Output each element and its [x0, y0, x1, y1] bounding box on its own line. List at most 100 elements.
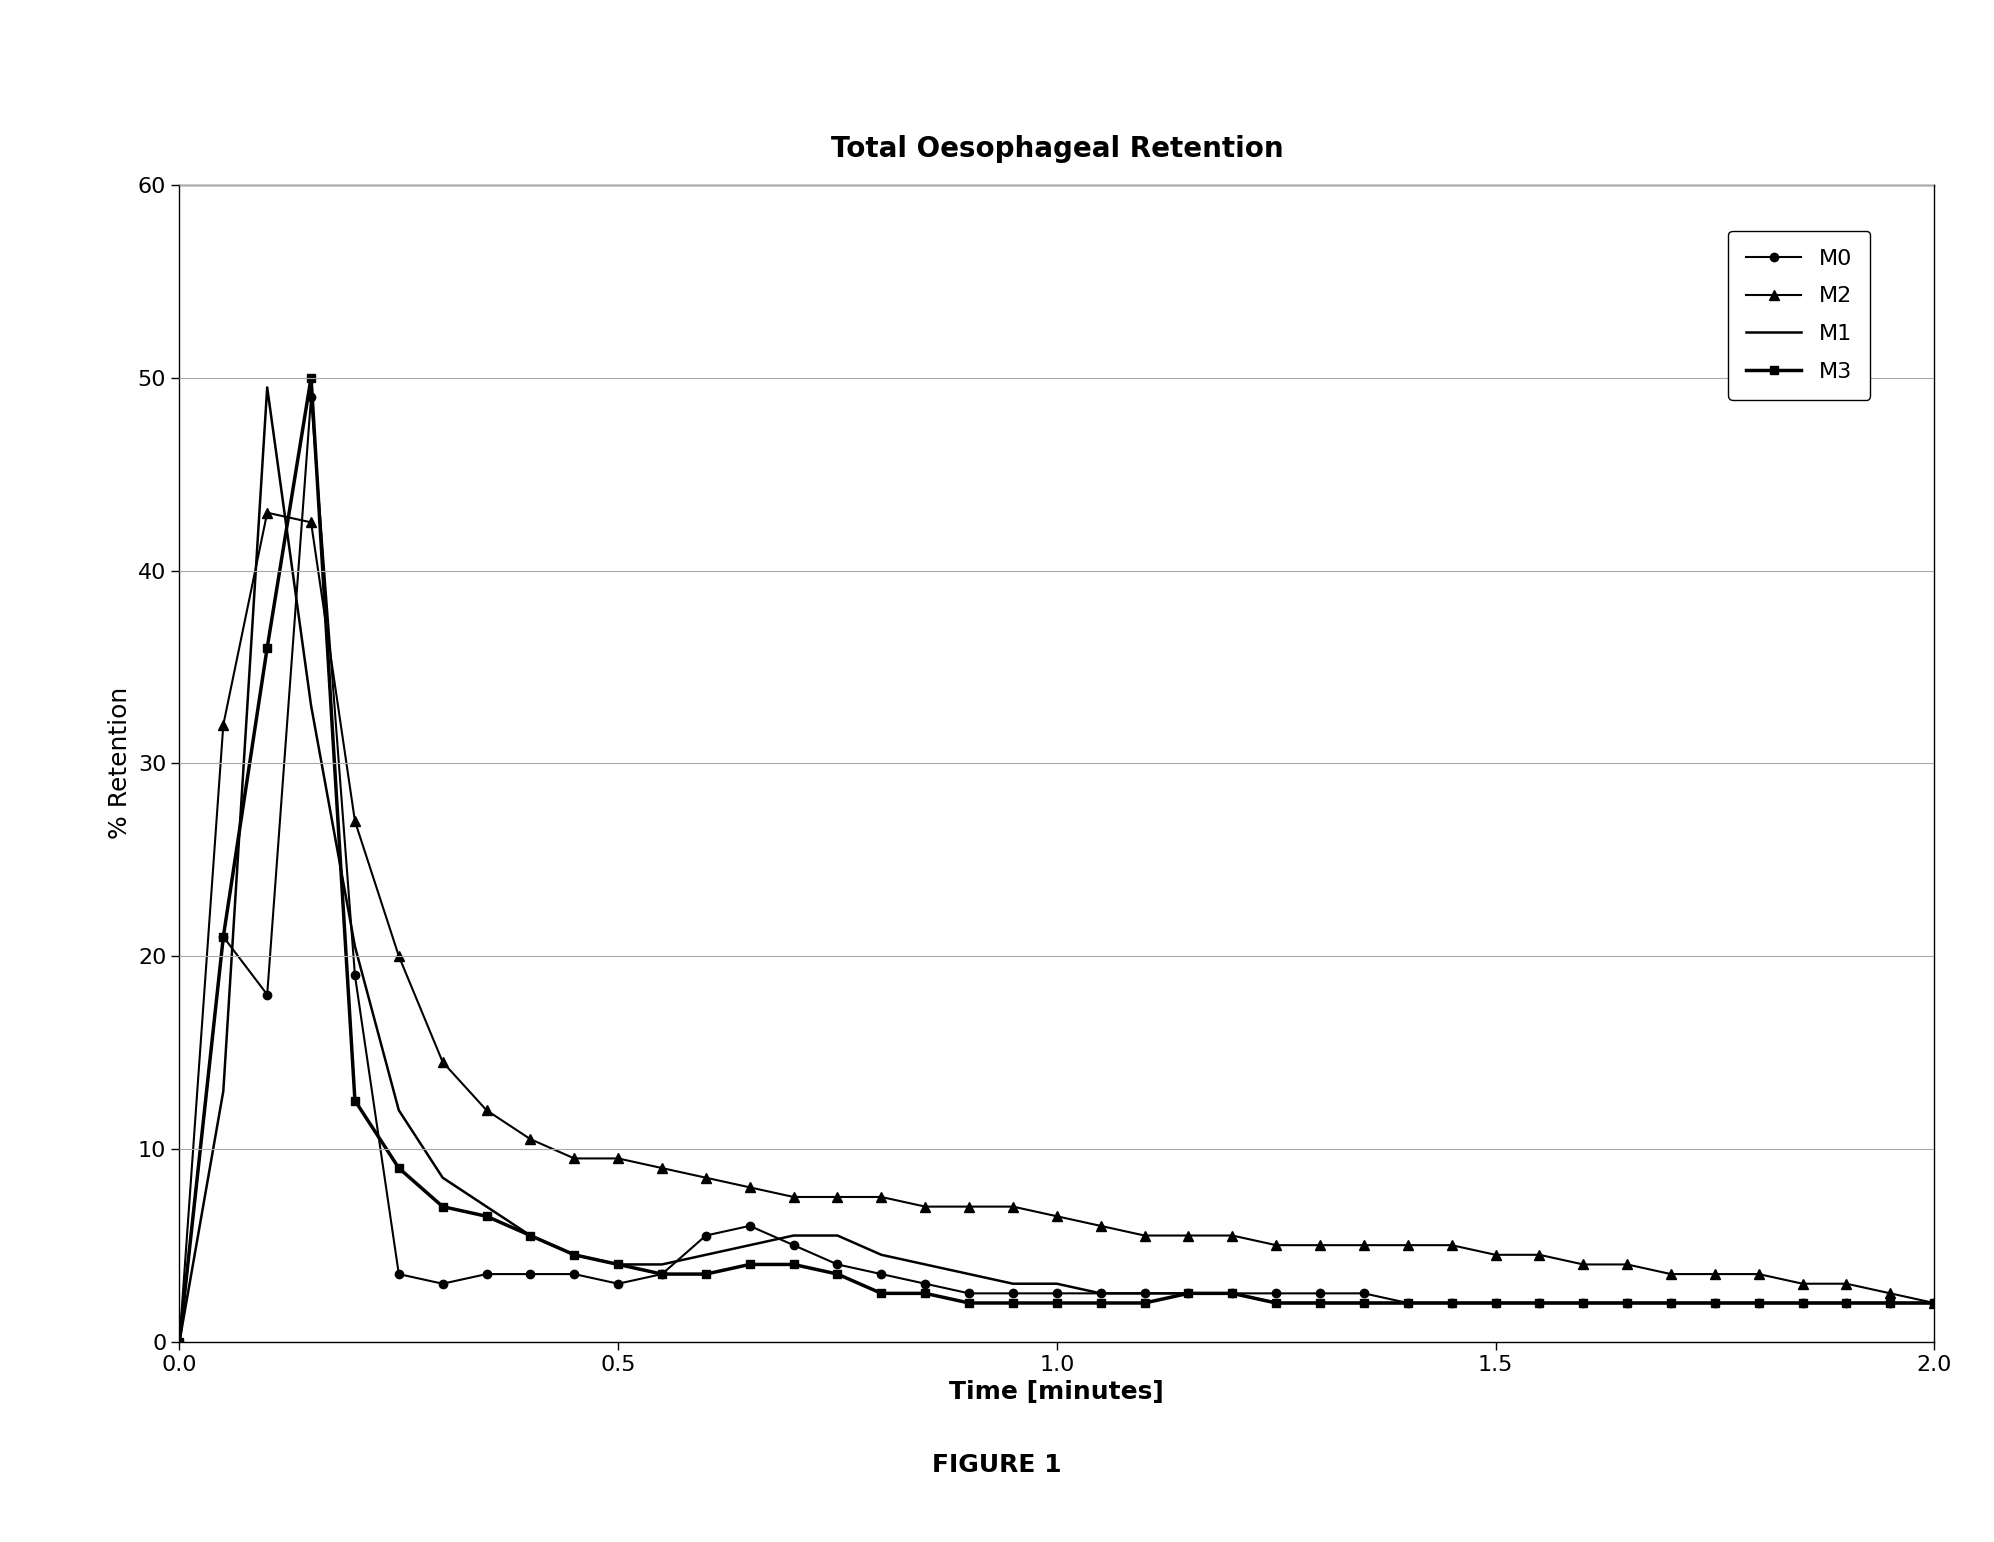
- M0: [1659, 1294, 1683, 1312]
- M0: [738, 1217, 762, 1235]
- M0: [343, 965, 367, 985]
- M1: [1922, 1294, 1946, 1312]
- M3: [957, 1294, 981, 1312]
- M0: [1484, 1294, 1507, 1312]
- M0: [826, 1255, 849, 1274]
- M2: [518, 1130, 542, 1149]
- M0: [1264, 1284, 1288, 1303]
- M1: [518, 1226, 542, 1244]
- M1: [1045, 1274, 1069, 1292]
- M0: [255, 985, 279, 1004]
- M2: [343, 811, 367, 830]
- M2: [1527, 1246, 1551, 1264]
- M3: [1352, 1294, 1376, 1312]
- M1: [1308, 1294, 1332, 1312]
- M0: [1571, 1294, 1595, 1312]
- M1: [738, 1237, 762, 1255]
- M0: [562, 1264, 586, 1283]
- X-axis label: Time [minutes]: Time [minutes]: [949, 1380, 1164, 1405]
- M1: [299, 697, 323, 715]
- M3: [211, 927, 235, 945]
- M2: [826, 1187, 849, 1206]
- M3: [1922, 1294, 1946, 1312]
- M2: [1747, 1264, 1771, 1283]
- M2: [1089, 1217, 1113, 1235]
- M2: [1703, 1264, 1727, 1283]
- M2: [211, 715, 235, 734]
- M0: [1615, 1294, 1639, 1312]
- M1: [387, 1101, 411, 1119]
- M1: [1659, 1294, 1683, 1312]
- M1: [869, 1246, 893, 1264]
- M3: [1133, 1294, 1157, 1312]
- M0: [1045, 1284, 1069, 1303]
- M2: [957, 1197, 981, 1215]
- M3: [782, 1255, 806, 1274]
- M1: [1791, 1294, 1815, 1312]
- M3: [826, 1264, 849, 1283]
- M0: [167, 1332, 191, 1351]
- M3: [1878, 1294, 1902, 1312]
- M0: [782, 1237, 806, 1255]
- M1: [1440, 1294, 1464, 1312]
- M0: [869, 1264, 893, 1283]
- M3: [1791, 1294, 1815, 1312]
- M0: [1834, 1294, 1858, 1312]
- M3: [1659, 1294, 1683, 1312]
- M1: [211, 1082, 235, 1101]
- M3: [1176, 1284, 1200, 1303]
- M3: [694, 1264, 718, 1283]
- M3: [1396, 1294, 1420, 1312]
- M3: [167, 1332, 191, 1351]
- M2: [694, 1169, 718, 1187]
- M1: [167, 1332, 191, 1351]
- M0: [1352, 1284, 1376, 1303]
- Line: M0: M0: [175, 393, 1938, 1346]
- M2: [1834, 1274, 1858, 1292]
- M1: [562, 1246, 586, 1264]
- M1: [1133, 1284, 1157, 1303]
- Line: M2: M2: [175, 507, 1938, 1346]
- M2: [1791, 1274, 1815, 1292]
- M1: [431, 1169, 455, 1187]
- M0: [1176, 1284, 1200, 1303]
- M3: [387, 1160, 411, 1178]
- M2: [782, 1187, 806, 1206]
- M2: [1615, 1255, 1639, 1274]
- M0: [299, 389, 323, 407]
- M1: [913, 1255, 937, 1274]
- M1: [475, 1197, 498, 1215]
- M2: [431, 1053, 455, 1072]
- M2: [1045, 1207, 1069, 1226]
- M0: [431, 1274, 455, 1292]
- M2: [1571, 1255, 1595, 1274]
- Y-axis label: % Retention: % Retention: [108, 688, 132, 839]
- M0: [1922, 1294, 1946, 1312]
- M1: [1089, 1284, 1113, 1303]
- M1: [255, 378, 279, 396]
- M0: [475, 1264, 498, 1283]
- M3: [562, 1246, 586, 1264]
- M1: [1703, 1294, 1727, 1312]
- M2: [1659, 1264, 1683, 1283]
- M0: [1791, 1294, 1815, 1312]
- M0: [694, 1226, 718, 1244]
- M0: [1396, 1294, 1420, 1312]
- Title: Total Oesophageal Retention: Total Oesophageal Retention: [831, 136, 1282, 163]
- M3: [343, 1092, 367, 1110]
- M2: [562, 1149, 586, 1167]
- M3: [1703, 1294, 1727, 1312]
- M1: [650, 1255, 674, 1274]
- M0: [1001, 1284, 1025, 1303]
- M2: [299, 513, 323, 532]
- M0: [387, 1264, 411, 1283]
- M2: [1396, 1237, 1420, 1255]
- M2: [913, 1197, 937, 1215]
- M2: [650, 1160, 674, 1178]
- M2: [255, 504, 279, 523]
- M3: [738, 1255, 762, 1274]
- M0: [1440, 1294, 1464, 1312]
- M3: [1308, 1294, 1332, 1312]
- M1: [1747, 1294, 1771, 1312]
- M2: [1220, 1226, 1244, 1244]
